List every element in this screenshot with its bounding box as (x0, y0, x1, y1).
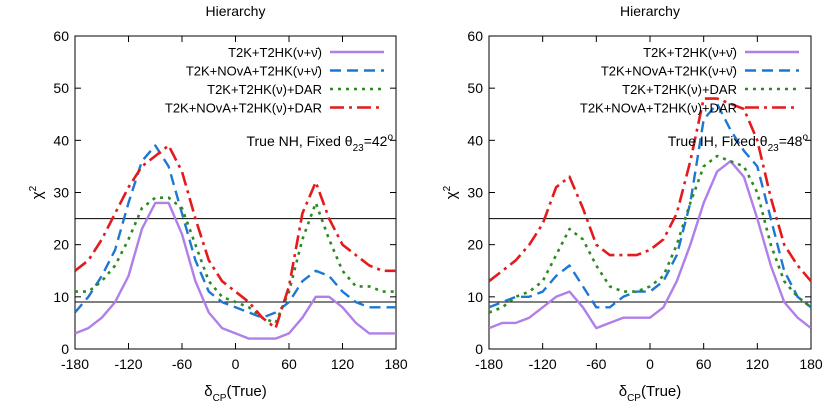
x-tick-label: -60 (586, 356, 606, 372)
y-tick-label: 40 (53, 132, 69, 148)
y-tick-label: 20 (467, 237, 483, 253)
series-line-3 (489, 154, 811, 314)
x-tick-label: 0 (646, 356, 654, 372)
legend-label-3: T2K+T2HK(ν)+DAR (622, 82, 737, 97)
y-tick-label: 10 (53, 289, 69, 305)
series-line-3 (75, 196, 396, 325)
x-tick-label: -120 (114, 356, 142, 372)
x-tick-label: -120 (529, 356, 557, 372)
legend-label-2: T2K+NOvA+T2HK(ν+ν̄) (186, 64, 322, 79)
y-tick-label: 0 (61, 341, 69, 357)
chart-panel-1: Hierarchy -180 -120 -60 0 60 120 180 0 10 20 30 40 50… (28, 3, 408, 404)
chart-annotation: True NH, Fixed θ23=42o (246, 132, 393, 154)
x-tick-label: -60 (172, 356, 192, 372)
y-tick-label: 0 (475, 341, 483, 357)
y-tick-label: 20 (53, 237, 69, 253)
legend-label-3: T2K+T2HK(ν)+DAR (207, 82, 322, 97)
legend-label-2: T2K+NOvA+T2HK(ν+ν̄) (601, 64, 737, 79)
series-line-4 (489, 97, 811, 283)
x-tick-label: 60 (281, 356, 297, 372)
series-line-1 (75, 201, 396, 340)
series-line-1 (489, 159, 811, 330)
chart-title: Hierarchy (620, 3, 680, 19)
x-tick-label: 180 (384, 356, 408, 372)
x-axis-label: δCP(True) (204, 383, 267, 404)
legend-label-1: T2K+T2HK(ν+ν̄) (228, 45, 322, 60)
x-axis-label: δCP(True) (619, 383, 682, 404)
chart-panel-2: Hierarchy -180 -120 -60 0 60 120 180 0 10 20 30 40 50… (442, 3, 823, 404)
series-line-4 (75, 144, 396, 330)
y-tick-label: 60 (467, 28, 483, 44)
chart-annotation: True IH, Fixed θ23=48o (668, 132, 809, 154)
y-tick-label: 50 (53, 80, 69, 96)
x-tick-label: 60 (696, 356, 712, 372)
x-tick-label: -180 (475, 356, 503, 372)
x-tick-label: 0 (232, 356, 240, 372)
y-tick-label: 10 (467, 289, 483, 305)
legend: T2K+T2HK(ν+ν̄) T2K+NOvA+T2HK(ν+ν̄) T2K+T2H… (165, 45, 384, 116)
y-tick-label: 60 (53, 28, 69, 44)
legend: T2K+T2HK(ν+ν̄) T2K+NOvA+T2HK(ν+ν̄) T2K+T2H… (580, 45, 799, 116)
x-tick-label: 180 (799, 356, 823, 372)
series-line-2 (75, 144, 396, 319)
legend-label-4: T2K+NOvA+T2HK(ν)+DAR (165, 101, 322, 116)
chart-title: Hierarchy (206, 3, 266, 19)
y-tick-label: 50 (467, 80, 483, 96)
legend-label-1: T2K+T2HK(ν+ν̄) (643, 45, 737, 60)
x-tick-label: 120 (746, 356, 770, 372)
x-tick-label: 120 (331, 356, 355, 372)
y-tick-label: 30 (467, 185, 483, 201)
legend-label-4: T2K+NOvA+T2HK(ν)+DAR (580, 101, 737, 116)
y-tick-label: 40 (467, 132, 483, 148)
x-tick-label: -180 (61, 356, 89, 372)
y-tick-label: 30 (53, 185, 69, 201)
y-axis-label: χ2 (442, 185, 460, 199)
series-line-2 (489, 102, 811, 309)
y-axis-label: χ2 (28, 185, 46, 199)
